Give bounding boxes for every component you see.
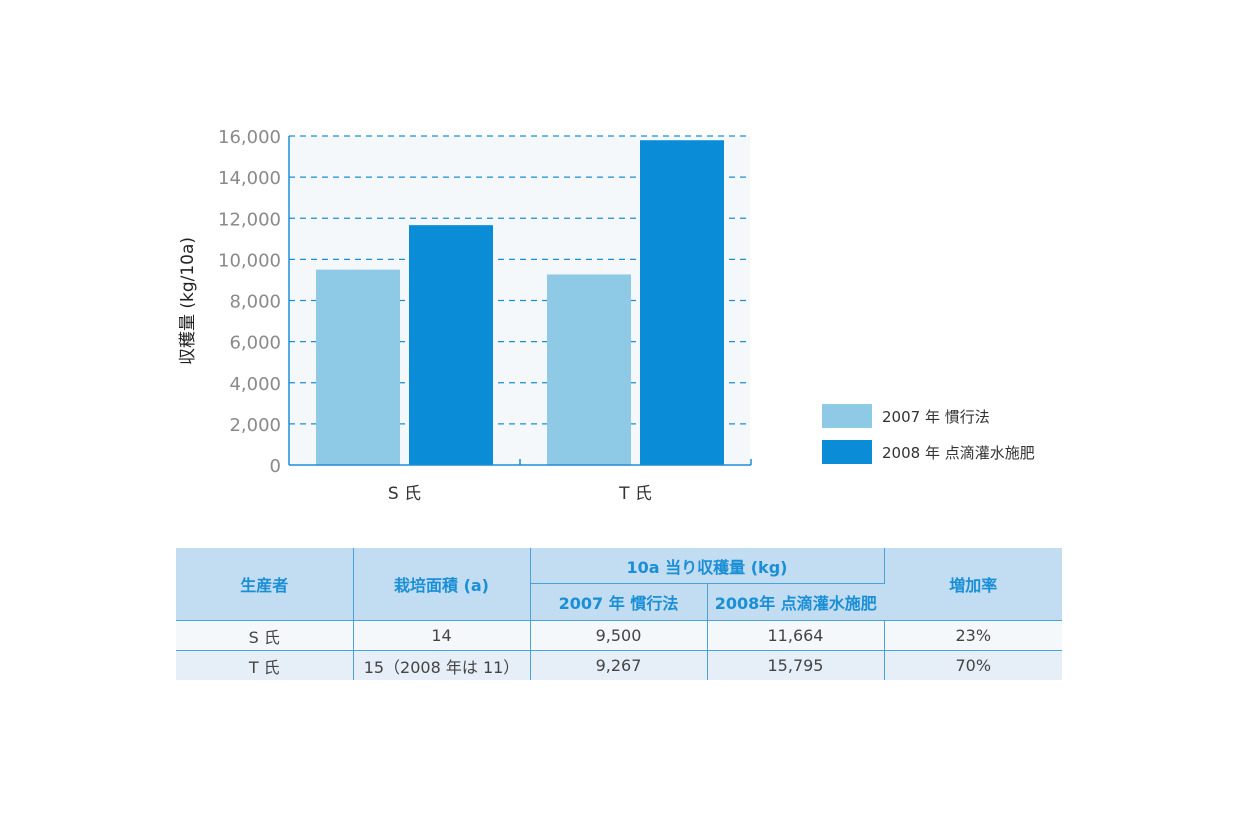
cell-increase: 23% xyxy=(884,620,1062,651)
cell-2007: 9,500 xyxy=(530,620,708,651)
cell-producer: S 氏 xyxy=(176,620,354,651)
legend-swatch-2007 xyxy=(822,404,872,428)
x-category-label: S 氏 xyxy=(388,484,421,504)
bar xyxy=(409,225,493,465)
yield-table: 生産者 栽培面積 (a) 10a 当り収穫量 (kg) 増加率 2007 年 慣… xyxy=(176,548,1062,680)
cell-increase: 70% xyxy=(884,650,1062,680)
cell-2008: 11,664 xyxy=(707,620,885,651)
header-yield-group: 10a 当り収穫量 (kg) xyxy=(530,548,885,584)
header-area: 栽培面積 (a) xyxy=(353,548,531,621)
legend-item-2007: 2007 年 慣行法 xyxy=(822,404,1035,428)
cell-area: 15（2008 年は 11） xyxy=(353,650,531,680)
cell-producer: T 氏 xyxy=(176,650,354,680)
table-row: S 氏 14 9,500 11,664 23% xyxy=(176,620,1062,651)
y-tick-label: 8,000 xyxy=(229,292,281,313)
y-tick-label: 14,000 xyxy=(218,168,281,189)
y-tick-label: 0 xyxy=(270,456,281,477)
header-increase: 増加率 xyxy=(884,548,1062,621)
bar xyxy=(640,140,724,465)
y-tick-label: 2,000 xyxy=(229,415,281,436)
legend-label-2007: 2007 年 慣行法 xyxy=(882,407,990,426)
legend-swatch-2008 xyxy=(822,440,872,464)
y-tick-label: 12,000 xyxy=(218,209,281,230)
cell-2007: 9,267 xyxy=(530,650,708,680)
y-axis-label: 収穫量 (kg/10a) xyxy=(178,237,198,365)
y-tick-label: 16,000 xyxy=(218,127,281,148)
bar xyxy=(316,269,400,465)
y-tick-label: 4,000 xyxy=(229,374,281,395)
bar xyxy=(547,274,631,465)
y-tick-label: 6,000 xyxy=(229,333,281,354)
header-2008: 2008年 点滴灌水施肥 xyxy=(707,583,884,621)
cell-2008: 15,795 xyxy=(707,650,885,680)
header-2007: 2007 年 慣行法 xyxy=(530,583,708,621)
y-tick-label: 10,000 xyxy=(218,250,281,271)
legend-item-2008: 2008 年 点滴灌水施肥 xyxy=(822,440,1035,464)
legend: 2007 年 慣行法 2008 年 点滴灌水施肥 xyxy=(822,404,1035,476)
legend-label-2008: 2008 年 点滴灌水施肥 xyxy=(882,443,1035,462)
table-row: T 氏 15（2008 年は 11） 9,267 15,795 70% xyxy=(176,650,1062,680)
header-producer: 生産者 xyxy=(176,548,354,621)
x-category-label: T 氏 xyxy=(618,484,652,504)
cell-area: 14 xyxy=(353,620,531,651)
